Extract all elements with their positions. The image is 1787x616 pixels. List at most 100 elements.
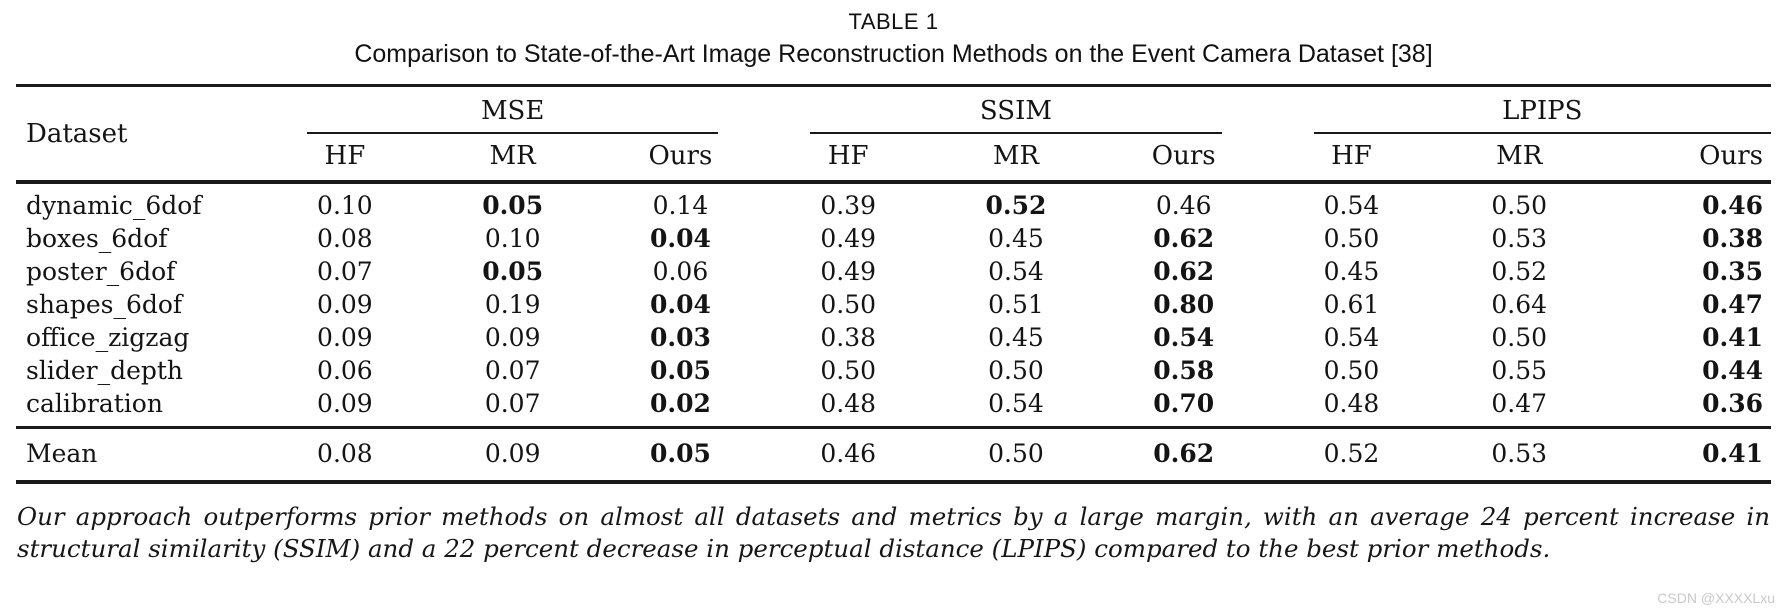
value-cell: 0.48 <box>1323 389 1380 419</box>
value-cell: 0.05 <box>649 356 711 386</box>
table-row: shapes_6dof 0.09 0.19 0.04 0.50 0.51 0.8… <box>16 288 1771 321</box>
value-cell: 0.07 <box>484 356 541 386</box>
value-cell: 0.49 <box>820 257 877 287</box>
value-cell: 0.80 <box>1153 290 1215 320</box>
value-cell: 0.50 <box>1323 224 1380 254</box>
dataset-name: shapes_6dof <box>26 290 183 320</box>
results-table-wrapper: Dataset MSE SSIM LPIPS HF MR Ours HF MR … <box>16 84 1771 485</box>
table-row: office_zigzag 0.09 0.09 0.03 0.38 0.45 0… <box>16 321 1771 354</box>
value-cell: 0.39 <box>820 191 877 221</box>
value-cell: 0.50 <box>1491 323 1548 353</box>
metric-group-row: Dataset MSE SSIM LPIPS <box>16 85 1771 185</box>
mean-value-cell: 0.09 <box>428 426 597 483</box>
value-cell: 0.09 <box>317 389 373 419</box>
value-cell: 0.45 <box>988 323 1044 353</box>
value-cell: 0.06 <box>317 356 373 386</box>
value-cell: 0.05 <box>482 257 544 287</box>
value-cell: 0.09 <box>317 290 373 320</box>
value-cell: 0.54 <box>988 257 1044 287</box>
col-header-ssim-ours: Ours <box>1099 134 1268 185</box>
value-cell: 0.10 <box>317 191 373 221</box>
dataset-name: calibration <box>26 389 163 419</box>
table-footnote: Our approach outperforms prior methods o… <box>17 502 1770 563</box>
table-title: Comparison to State-of-the-Art Image Rec… <box>354 40 1433 68</box>
subheader-row: HF MR Ours HF MR Ours HF MR Ours <box>16 134 1771 185</box>
value-cell: 0.51 <box>988 290 1044 320</box>
value-cell: 0.38 <box>820 323 877 353</box>
value-cell: 0.46 <box>1702 191 1763 221</box>
value-cell: 0.35 <box>1702 257 1763 287</box>
group-label-mse: MSE <box>480 96 545 126</box>
value-cell: 0.10 <box>484 224 541 254</box>
value-cell: 0.50 <box>988 356 1044 386</box>
value-cell: 0.52 <box>985 191 1047 221</box>
value-cell: 0.36 <box>1702 389 1763 419</box>
results-table: Dataset MSE SSIM LPIPS HF MR Ours HF MR … <box>16 84 1771 485</box>
value-cell: 0.02 <box>649 389 711 419</box>
value-cell: 0.50 <box>820 290 877 320</box>
col-header-ssim-mr: MR <box>932 134 1100 185</box>
dataset-name: poster_6dof <box>26 257 176 287</box>
table-caption: TABLE 1 Comparison to State-of-the-Art I… <box>0 0 1787 69</box>
col-header-lpips-hf: HF <box>1267 134 1436 185</box>
mean-value-cell: 0.08 <box>261 426 429 483</box>
table-number: TABLE 1 <box>848 9 939 34</box>
value-cell: 0.53 <box>1491 224 1548 254</box>
value-cell: 0.50 <box>820 356 877 386</box>
value-cell: 0.62 <box>1153 224 1215 254</box>
value-cell: 0.58 <box>1153 356 1215 386</box>
value-cell: 0.54 <box>1323 323 1380 353</box>
mean-value-cell: 0.52 <box>1267 426 1436 483</box>
lpips-underline: LPIPS <box>1313 96 1771 135</box>
group-header-lpips: LPIPS <box>1268 86 1771 135</box>
group-header-mse: MSE <box>261 86 764 135</box>
ssim-underline: SSIM <box>810 96 1222 135</box>
value-cell: 0.07 <box>484 389 541 419</box>
value-cell: 0.07 <box>317 257 373 287</box>
col-header-lpips-ours: Ours <box>1603 134 1771 185</box>
value-cell: 0.54 <box>1323 191 1380 221</box>
value-cell: 0.08 <box>317 224 373 254</box>
group-label-lpips: LPIPS <box>1502 96 1583 126</box>
value-cell: 0.19 <box>484 290 541 320</box>
value-cell: 0.62 <box>1153 257 1215 287</box>
mean-value-cell: 0.46 <box>764 426 933 483</box>
col-header-mse-ours: Ours <box>596 134 765 185</box>
mean-value-cell: 0.53 <box>1435 426 1604 483</box>
dataset-name: dynamic_6dof <box>26 191 202 221</box>
value-cell: 0.61 <box>1323 290 1380 320</box>
value-cell: 0.47 <box>1491 389 1548 419</box>
table-row: calibration 0.09 0.07 0.02 0.48 0.54 0.7… <box>16 387 1771 428</box>
group-header-ssim: SSIM <box>764 86 1267 135</box>
value-cell: 0.70 <box>1153 389 1215 419</box>
value-cell: 0.54 <box>1153 323 1215 353</box>
csdn-watermark: CSDN @XXXXLxu <box>1657 590 1775 606</box>
value-cell: 0.47 <box>1702 290 1763 320</box>
dataset-name: boxes_6dof <box>26 224 168 254</box>
mse-underline: MSE <box>307 96 719 135</box>
value-cell: 0.41 <box>1702 323 1763 353</box>
value-cell: 0.44 <box>1702 356 1763 386</box>
value-cell: 0.09 <box>317 323 373 353</box>
value-cell: 0.45 <box>1323 257 1380 287</box>
mean-value-cell: 0.05 <box>596 426 765 483</box>
value-cell: 0.48 <box>820 389 877 419</box>
col-header-lpips-mr: MR <box>1435 134 1604 185</box>
group-label-ssim: SSIM <box>979 96 1052 126</box>
table-row: poster_6dof 0.07 0.05 0.06 0.49 0.54 0.6… <box>16 255 1771 288</box>
value-cell: 0.55 <box>1491 356 1548 386</box>
col-header-mse-mr: MR <box>428 134 597 185</box>
value-cell: 0.46 <box>1155 191 1212 221</box>
dataset-name: office_zigzag <box>26 323 190 353</box>
value-cell: 0.14 <box>652 191 709 221</box>
dataset-name: slider_depth <box>26 356 184 386</box>
value-cell: 0.50 <box>1491 191 1548 221</box>
col-header-mse-hf: HF <box>261 134 429 185</box>
mean-value-cell: 0.41 <box>1603 426 1771 483</box>
value-cell: 0.06 <box>652 257 709 287</box>
value-cell: 0.64 <box>1491 290 1548 320</box>
dataset-column-header: Dataset <box>16 85 261 185</box>
table-row: boxes_6dof 0.08 0.10 0.04 0.49 0.45 0.62… <box>16 222 1771 255</box>
value-cell: 0.50 <box>1323 356 1380 386</box>
mean-value-cell: 0.62 <box>1099 426 1268 483</box>
